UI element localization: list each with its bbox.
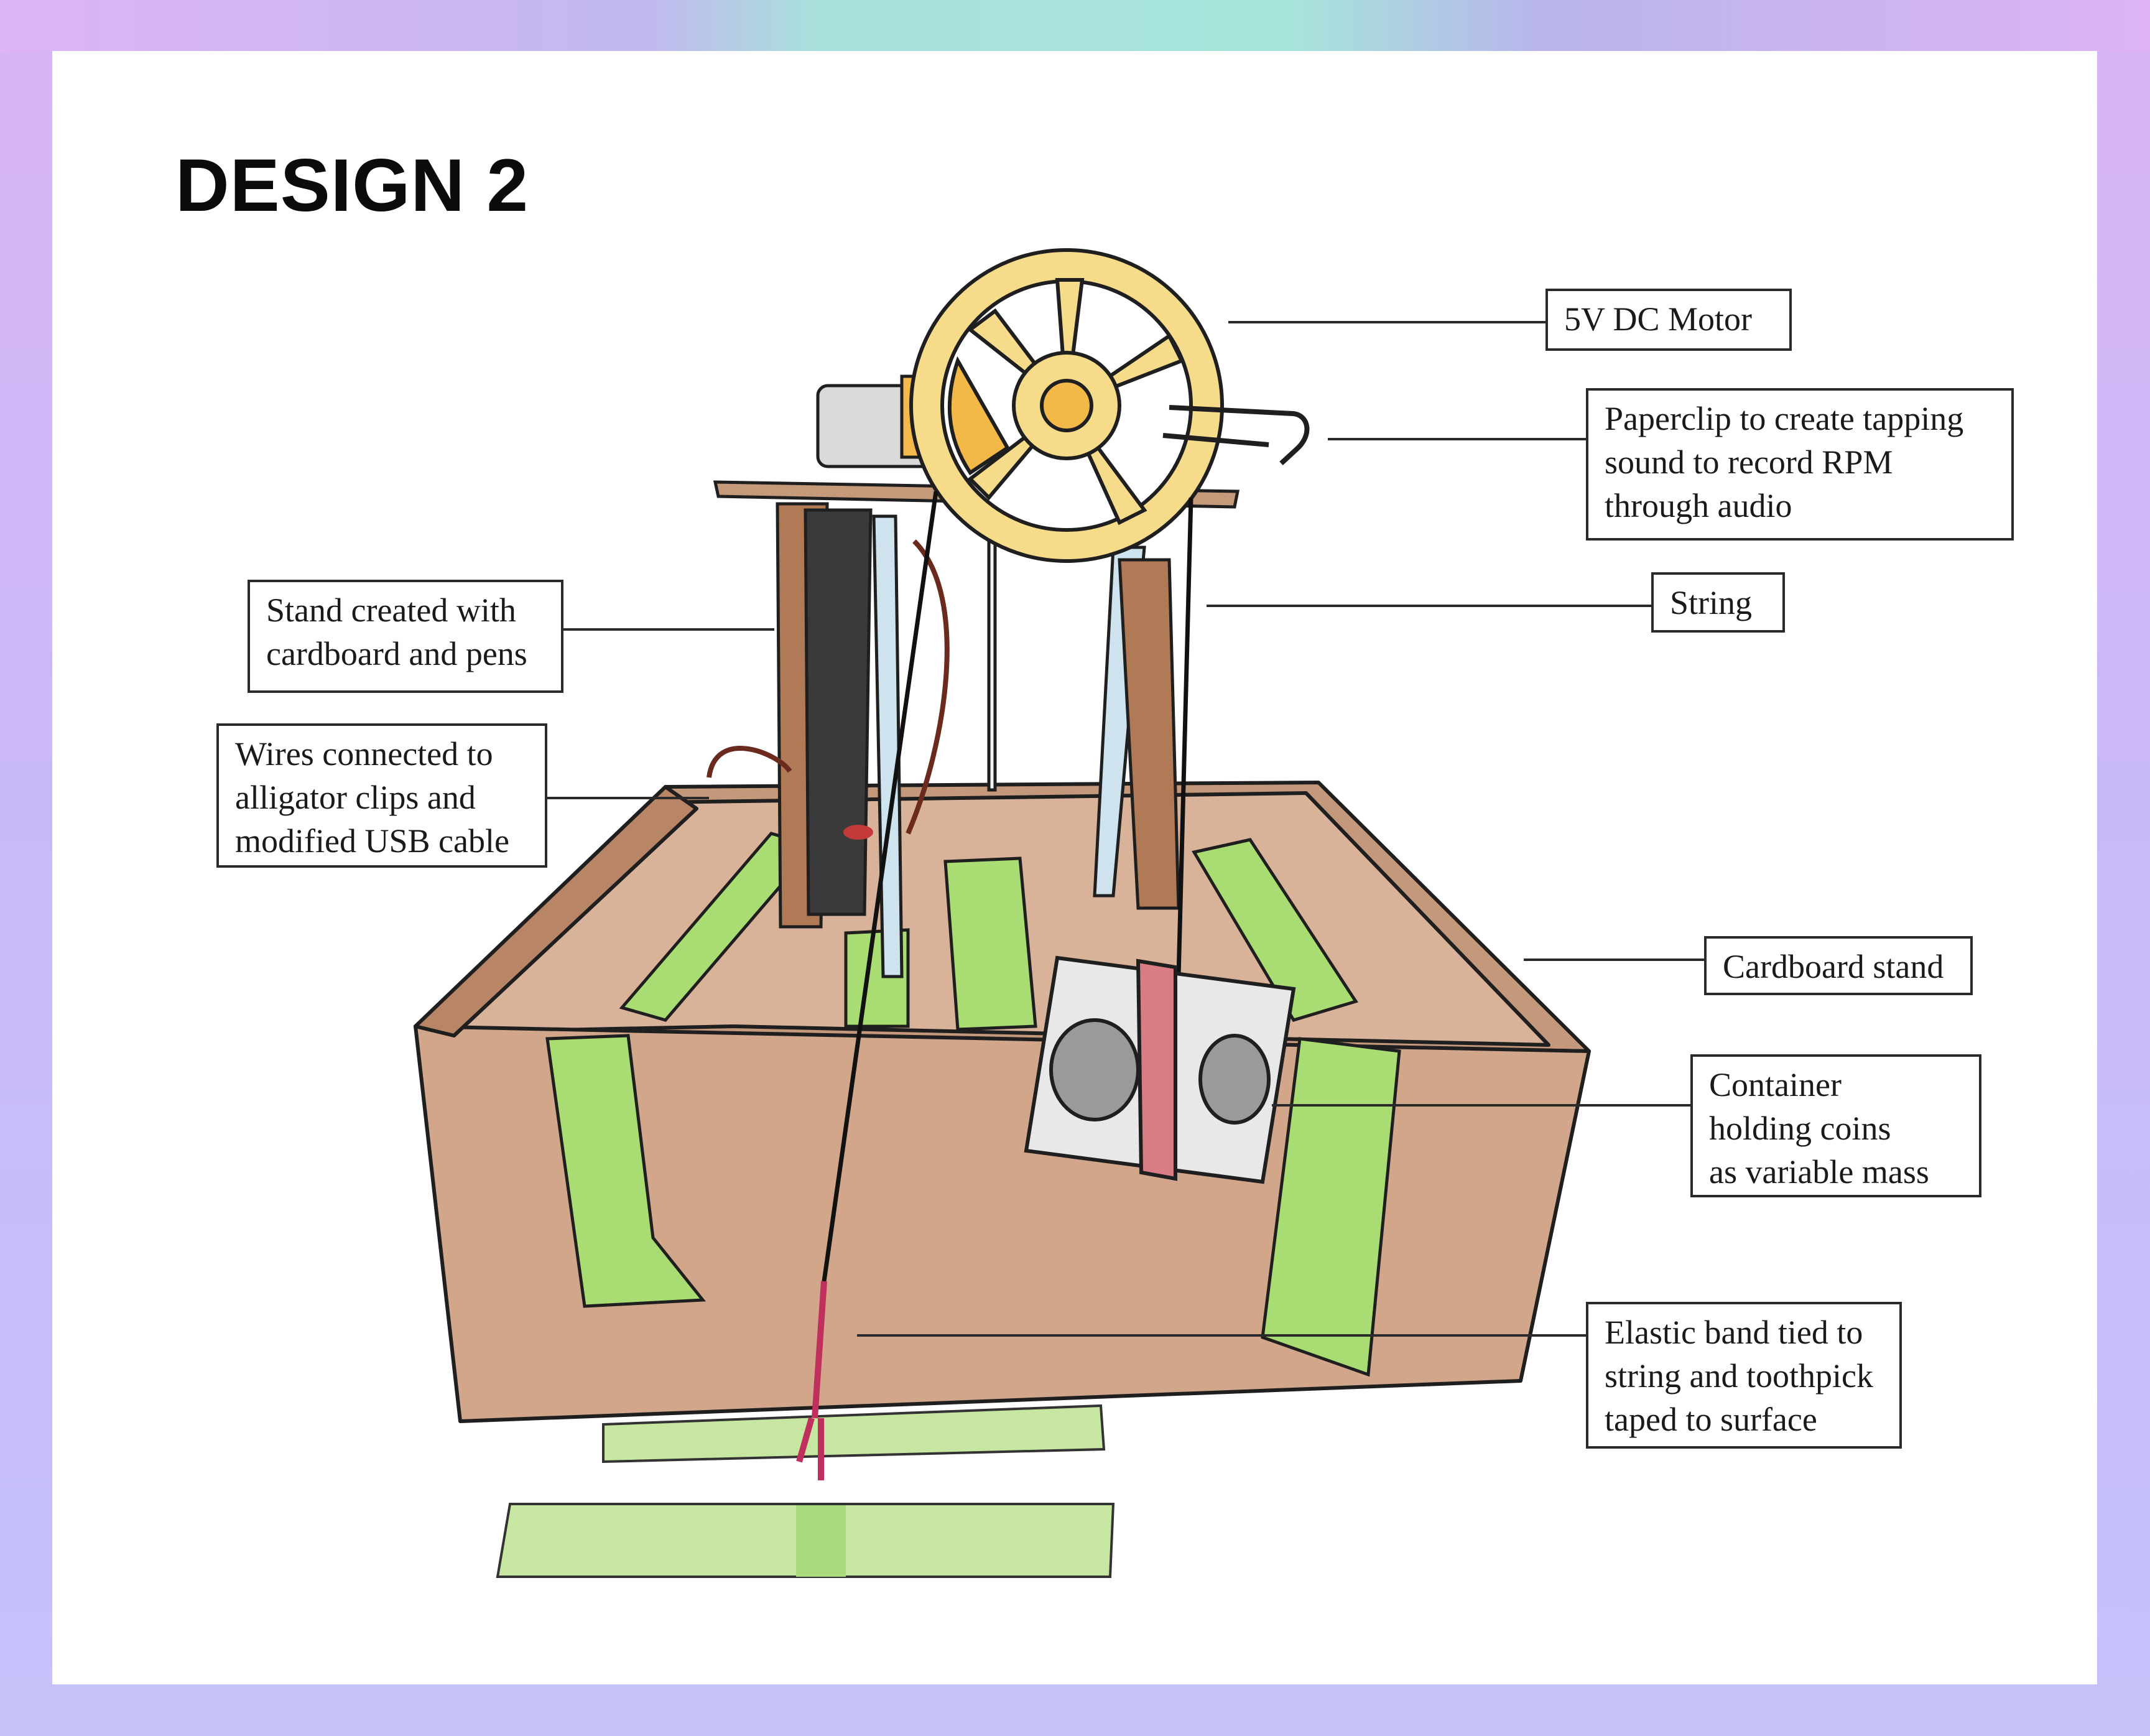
callout-string: String (1651, 572, 1785, 633)
background-gradient-strip (0, 0, 2150, 52)
page-title: DESIGN 2 (175, 144, 529, 227)
callout-stand: Stand created with cardboard and pens (248, 580, 563, 693)
strings (822, 491, 1193, 1282)
callout-elastic: Elastic band tied to string and toothpic… (1586, 1302, 1902, 1449)
coin-container (1024, 955, 1296, 1184)
motor-wheel (909, 248, 1224, 563)
elastic-band (796, 1281, 827, 1480)
box-tape (545, 832, 1401, 1377)
paperclip (1162, 405, 1310, 465)
stand-legs (776, 502, 1180, 978)
leader-lines (546, 321, 1707, 1337)
callout-paperclip: Paperclip to create tapping sound to rec… (1586, 388, 2014, 541)
wire (707, 539, 950, 835)
floor-tape (496, 1404, 1115, 1578)
callout-container: Container holding coins as variable mass (1690, 1054, 1981, 1197)
callout-motor: 5V DC Motor (1545, 289, 1792, 351)
callout-cardboard-stand: Cardboard stand (1704, 936, 1973, 995)
clip (843, 825, 873, 840)
callout-wires: Wires connected to alligator clips and m… (216, 723, 547, 868)
